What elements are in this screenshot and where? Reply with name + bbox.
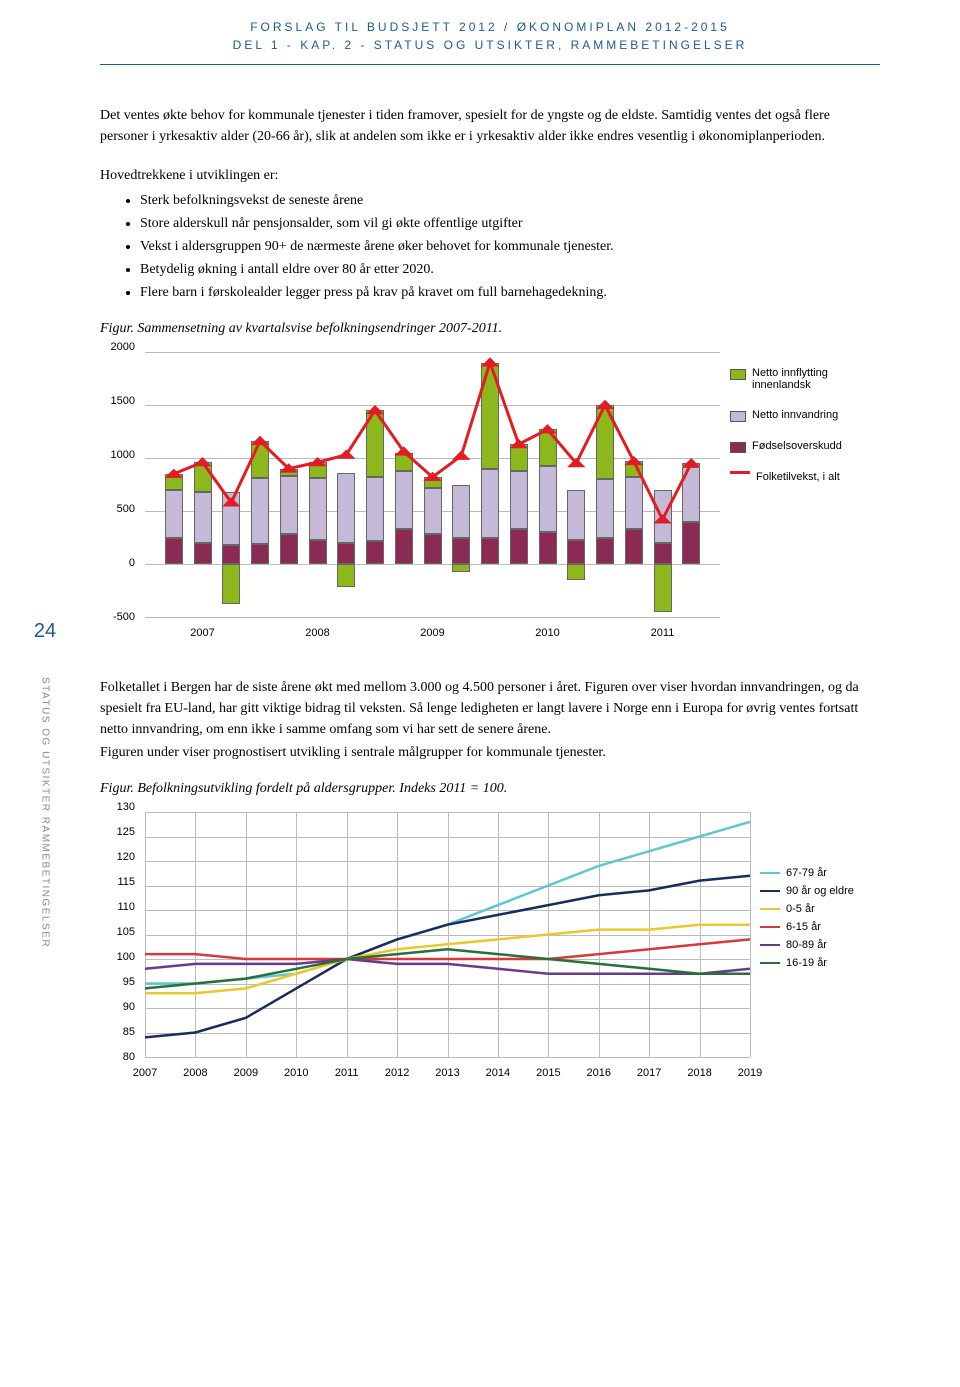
x-tick-label: 2010 [284, 1067, 308, 1079]
x-tick-label: 2015 [536, 1067, 560, 1079]
bullet-item: Flere barn i førskolealder legger press … [140, 282, 880, 303]
legend-item: 16-19 år [760, 957, 880, 969]
x-tick-label: 2014 [486, 1067, 510, 1079]
x-tick-label: 2008 [183, 1067, 207, 1079]
bullet-item: Sterk befolkningsvekst de seneste årene [140, 190, 880, 211]
bar [481, 352, 499, 617]
bullet-item: Store alderskull når pensjonsalder, som … [140, 213, 880, 234]
bar [539, 352, 557, 617]
y-tick-label: 100 [117, 951, 135, 963]
chart2-legend: 67-79 år 90 år og eldre 0-5 år 6-15 år 80-89… [760, 867, 880, 975]
legend-item: Netto innvandring [730, 409, 880, 422]
y-tick-label: 80 [123, 1051, 135, 1063]
y-tick-label: 90 [123, 1001, 135, 1013]
header-line1: FORSLAG TIL BUDSJETT 2012 / ØKONOMIPLAN … [100, 20, 880, 34]
page-number: 24 [30, 620, 60, 643]
paragraph-3: Figuren under viser prognostisert utvikl… [100, 742, 880, 763]
y-tick-label: 105 [117, 926, 135, 938]
y-tick-label: 125 [117, 826, 135, 838]
bar [567, 352, 585, 617]
legend-item: Folketilvekst, i alt [730, 471, 880, 483]
y-tick-label: 500 [117, 503, 135, 515]
y-tick-label: 2000 [111, 341, 135, 353]
y-tick-label: 115 [117, 876, 135, 888]
y-tick-label: 110 [117, 901, 135, 913]
bar [165, 352, 183, 617]
chart2-age-groups: 80859095100105110115120125130 2007200820… [100, 807, 880, 1087]
bullet-item: Betydelig økning i antall eldre over 80 … [140, 259, 880, 280]
chart1-legend: Netto innflytting innenlandsk Netto innva… [730, 367, 880, 501]
x-tick-label: 2009 [420, 627, 444, 639]
paragraph-1: Det ventes økte behov for kommunale tjen… [100, 105, 880, 147]
chart1-population-quarterly: -5000500100015002000 2007200820092010201… [100, 347, 880, 647]
bar [309, 352, 327, 617]
y-tick-label: -500 [113, 611, 135, 623]
x-tick-label: 2011 [651, 627, 675, 639]
bar [424, 352, 442, 617]
legend-item: 80-89 år [760, 939, 880, 951]
x-tick-label: 2016 [587, 1067, 611, 1079]
y-tick-label: 130 [117, 801, 135, 813]
paragraph-2: Folketallet i Bergen har de siste årene … [100, 677, 880, 740]
legend-item: 6-15 år [760, 921, 880, 933]
bullet-item: Vekst i aldersgruppen 90+ de nærmeste år… [140, 236, 880, 257]
legend-item: 90 år og eldre [760, 885, 880, 897]
x-tick-label: 2007 [190, 627, 214, 639]
page-header: FORSLAG TIL BUDSJETT 2012 / ØKONOMIPLAN … [100, 20, 880, 65]
x-tick-label: 2011 [335, 1067, 359, 1079]
figure1-caption: Figur. Sammensetning av kvartalsvise bef… [100, 321, 880, 337]
sidebar-title: STATUS OG UTSIKTER RAMMEBETINGELSER [40, 663, 51, 963]
y-tick-label: 0 [129, 557, 135, 569]
x-tick-label: 2010 [535, 627, 559, 639]
header-line2: DEL 1 - KAP. 2 - STATUS OG UTSIKTER, RAM… [100, 38, 880, 52]
x-tick-label: 2013 [435, 1067, 459, 1079]
figure2-caption: Figur. Befolkningsutvikling fordelt på a… [100, 781, 880, 797]
bar [596, 352, 614, 617]
y-tick-label: 85 [123, 1026, 135, 1038]
sidebar: 24 STATUS OG UTSIKTER RAMMEBETINGELSER [30, 620, 60, 963]
x-tick-label: 2007 [133, 1067, 157, 1079]
legend-item: 0-5 år [760, 903, 880, 915]
y-tick-label: 95 [123, 976, 135, 988]
legend-item: Fødselsoverskudd [730, 440, 880, 453]
x-tick-label: 2017 [637, 1067, 661, 1079]
x-tick-label: 2008 [305, 627, 329, 639]
bar [654, 352, 672, 617]
bar [280, 352, 298, 617]
bar [222, 352, 240, 617]
y-tick-label: 1000 [111, 449, 135, 461]
x-tick-label: 2018 [687, 1067, 711, 1079]
legend-item: Netto innflytting innenlandsk [730, 367, 880, 391]
legend-item: 67-79 år [760, 867, 880, 879]
bar [395, 352, 413, 617]
bar [682, 352, 700, 617]
bar [510, 352, 528, 617]
bar [366, 352, 384, 617]
bullet-list: Sterk befolkningsvekst de seneste åreneS… [140, 190, 880, 303]
bar [251, 352, 269, 617]
x-tick-label: 2012 [385, 1067, 409, 1079]
bar [625, 352, 643, 617]
bar [452, 352, 470, 617]
y-tick-label: 1500 [111, 395, 135, 407]
y-tick-label: 120 [117, 851, 135, 863]
bar [194, 352, 212, 617]
x-tick-label: 2019 [738, 1067, 762, 1079]
bar [337, 352, 355, 617]
x-tick-label: 2009 [234, 1067, 258, 1079]
bullets-intro: Hovedtrekkene i utviklingen er: [100, 165, 880, 186]
